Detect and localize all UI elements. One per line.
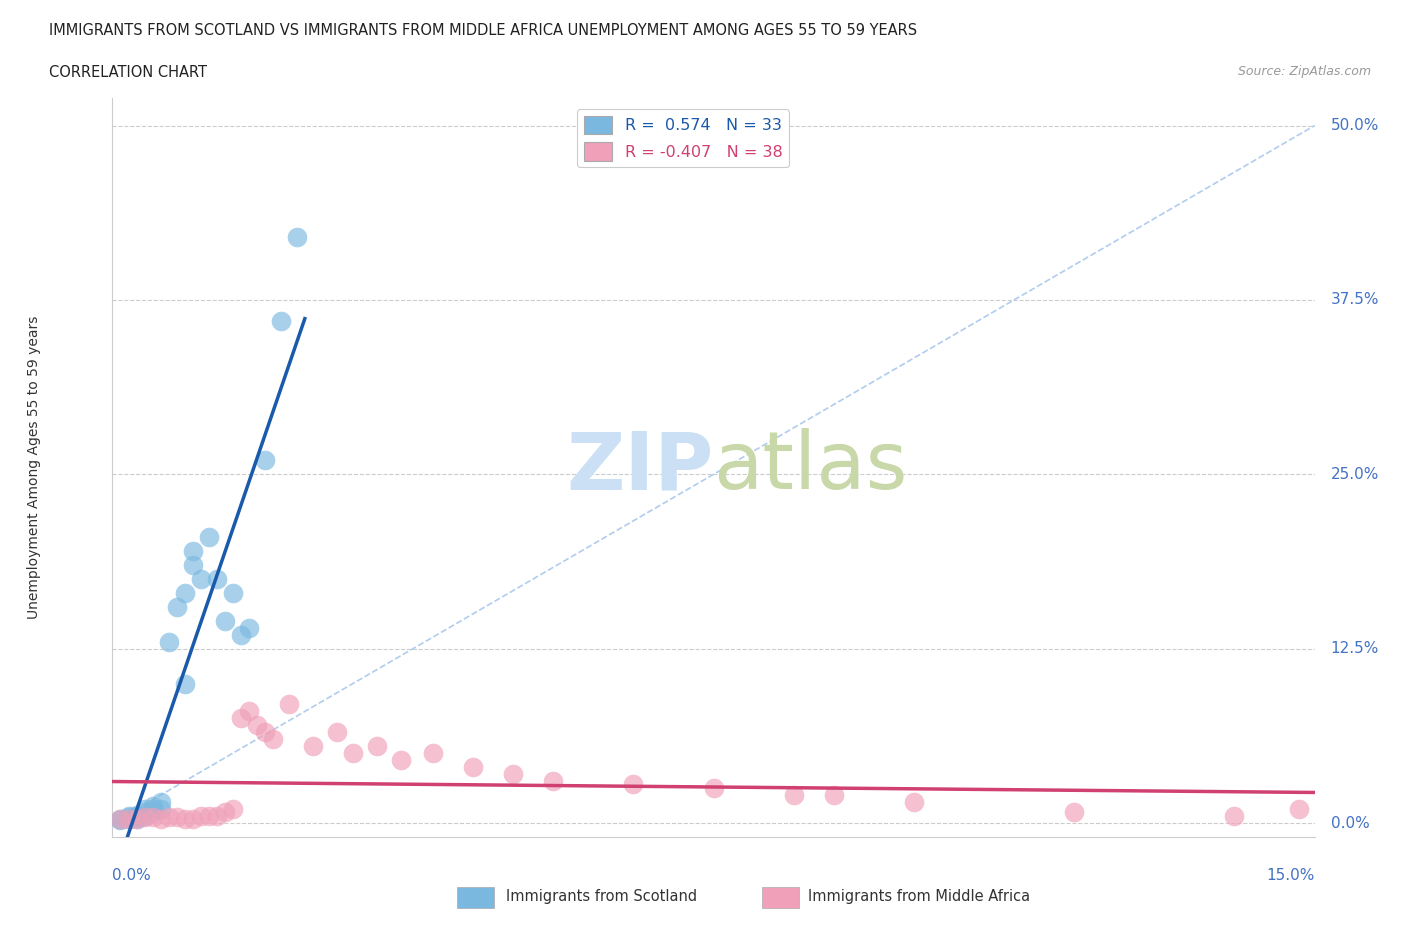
Point	[342, 746, 364, 761]
Text: IMMIGRANTS FROM SCOTLAND VS IMMIGRANTS FROM MIDDLE AFRICA UNEMPLOYMENT AMONG AGE: IMMIGRANTS FROM SCOTLAND VS IMMIGRANTS F…	[49, 23, 917, 38]
Point	[285, 230, 308, 245]
Text: Source: ZipAtlas.com: Source: ZipAtlas.com	[1237, 65, 1371, 78]
Text: 0.0%: 0.0%	[112, 868, 152, 883]
Point	[1288, 802, 1310, 817]
Point	[823, 788, 845, 803]
Point	[190, 571, 212, 587]
Text: 25.0%: 25.0%	[1330, 467, 1379, 482]
Text: Unemployment Among Ages 55 to 59 years: Unemployment Among Ages 55 to 59 years	[27, 315, 41, 619]
Point	[141, 799, 163, 814]
Point	[117, 811, 139, 827]
Point	[1223, 809, 1246, 824]
Point	[197, 530, 219, 545]
Point	[181, 543, 204, 558]
Point	[149, 794, 172, 809]
Text: 50.0%: 50.0%	[1330, 118, 1379, 133]
Point	[205, 809, 228, 824]
Point	[782, 788, 804, 803]
Point	[197, 809, 219, 824]
Text: Immigrants from Middle Africa: Immigrants from Middle Africa	[808, 889, 1031, 904]
Point	[621, 777, 644, 791]
Text: 0.0%: 0.0%	[1330, 816, 1369, 830]
Point	[181, 811, 204, 827]
Point	[134, 802, 156, 817]
Point	[702, 781, 725, 796]
Point	[253, 725, 276, 740]
Point	[173, 676, 195, 691]
Point	[461, 760, 484, 775]
Text: 15.0%: 15.0%	[1267, 868, 1315, 883]
Point	[157, 634, 180, 649]
Legend: R =  0.574   N = 33, R = -0.407   N = 38: R = 0.574 N = 33, R = -0.407 N = 38	[578, 110, 789, 167]
Text: 12.5%: 12.5%	[1330, 641, 1379, 657]
Point	[125, 809, 148, 824]
Point	[190, 809, 212, 824]
Point	[262, 732, 284, 747]
Point	[270, 313, 292, 328]
Point	[543, 774, 565, 789]
Point	[134, 804, 156, 819]
Point	[134, 809, 156, 824]
Point	[117, 809, 139, 824]
Point	[389, 753, 412, 768]
Point	[903, 794, 925, 809]
Point	[125, 807, 148, 822]
Text: ZIP: ZIP	[567, 429, 713, 506]
Point	[157, 810, 180, 825]
Point	[1063, 804, 1085, 819]
Point	[214, 614, 236, 629]
Point	[125, 811, 148, 827]
Point	[117, 811, 139, 827]
Point	[326, 725, 349, 740]
Point	[166, 600, 188, 615]
Point	[125, 811, 148, 827]
Point	[229, 711, 252, 725]
Point	[502, 766, 524, 781]
Point	[214, 804, 236, 819]
Point	[422, 746, 444, 761]
Text: 37.5%: 37.5%	[1330, 292, 1379, 308]
Text: atlas: atlas	[713, 429, 908, 506]
Point	[366, 738, 388, 753]
Point	[110, 811, 132, 827]
Point	[302, 738, 325, 753]
Point	[110, 811, 132, 827]
Point	[205, 571, 228, 587]
Point	[181, 558, 204, 573]
Point	[141, 810, 163, 825]
Point	[173, 811, 195, 827]
Point	[149, 802, 172, 817]
Text: CORRELATION CHART: CORRELATION CHART	[49, 65, 207, 80]
Point	[277, 698, 299, 712]
Point	[246, 718, 269, 733]
Point	[141, 804, 163, 819]
Point	[222, 586, 245, 601]
Point	[149, 811, 172, 827]
Point	[253, 453, 276, 468]
Point	[222, 802, 245, 817]
Point	[134, 810, 156, 825]
Point	[238, 704, 260, 719]
Point	[117, 810, 139, 825]
Point	[173, 586, 195, 601]
Point	[141, 802, 163, 817]
Point	[110, 813, 132, 828]
Point	[166, 810, 188, 825]
Point	[238, 620, 260, 635]
Point	[229, 628, 252, 643]
Point	[125, 810, 148, 825]
Text: Immigrants from Scotland: Immigrants from Scotland	[506, 889, 697, 904]
